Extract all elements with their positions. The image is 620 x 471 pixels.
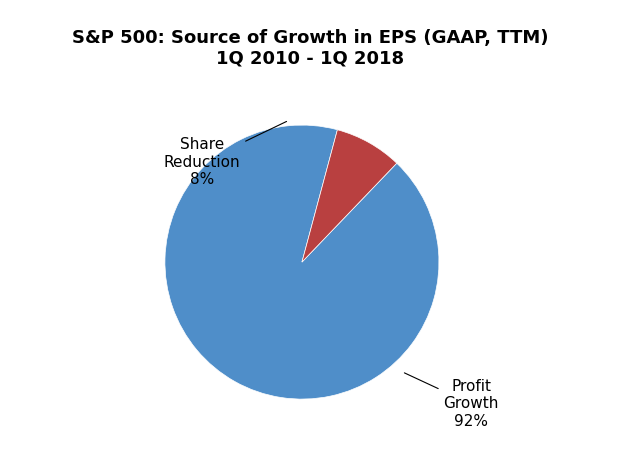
Title: S&P 500: Source of Growth in EPS (GAAP, TTM)
1Q 2010 - 1Q 2018: S&P 500: Source of Growth in EPS (GAAP, …: [72, 29, 548, 68]
Text: Share
Reduction
8%: Share Reduction 8%: [164, 122, 286, 187]
Text: Profit
Growth
92%: Profit Growth 92%: [404, 373, 499, 429]
Wedge shape: [165, 125, 439, 399]
Wedge shape: [302, 130, 397, 262]
